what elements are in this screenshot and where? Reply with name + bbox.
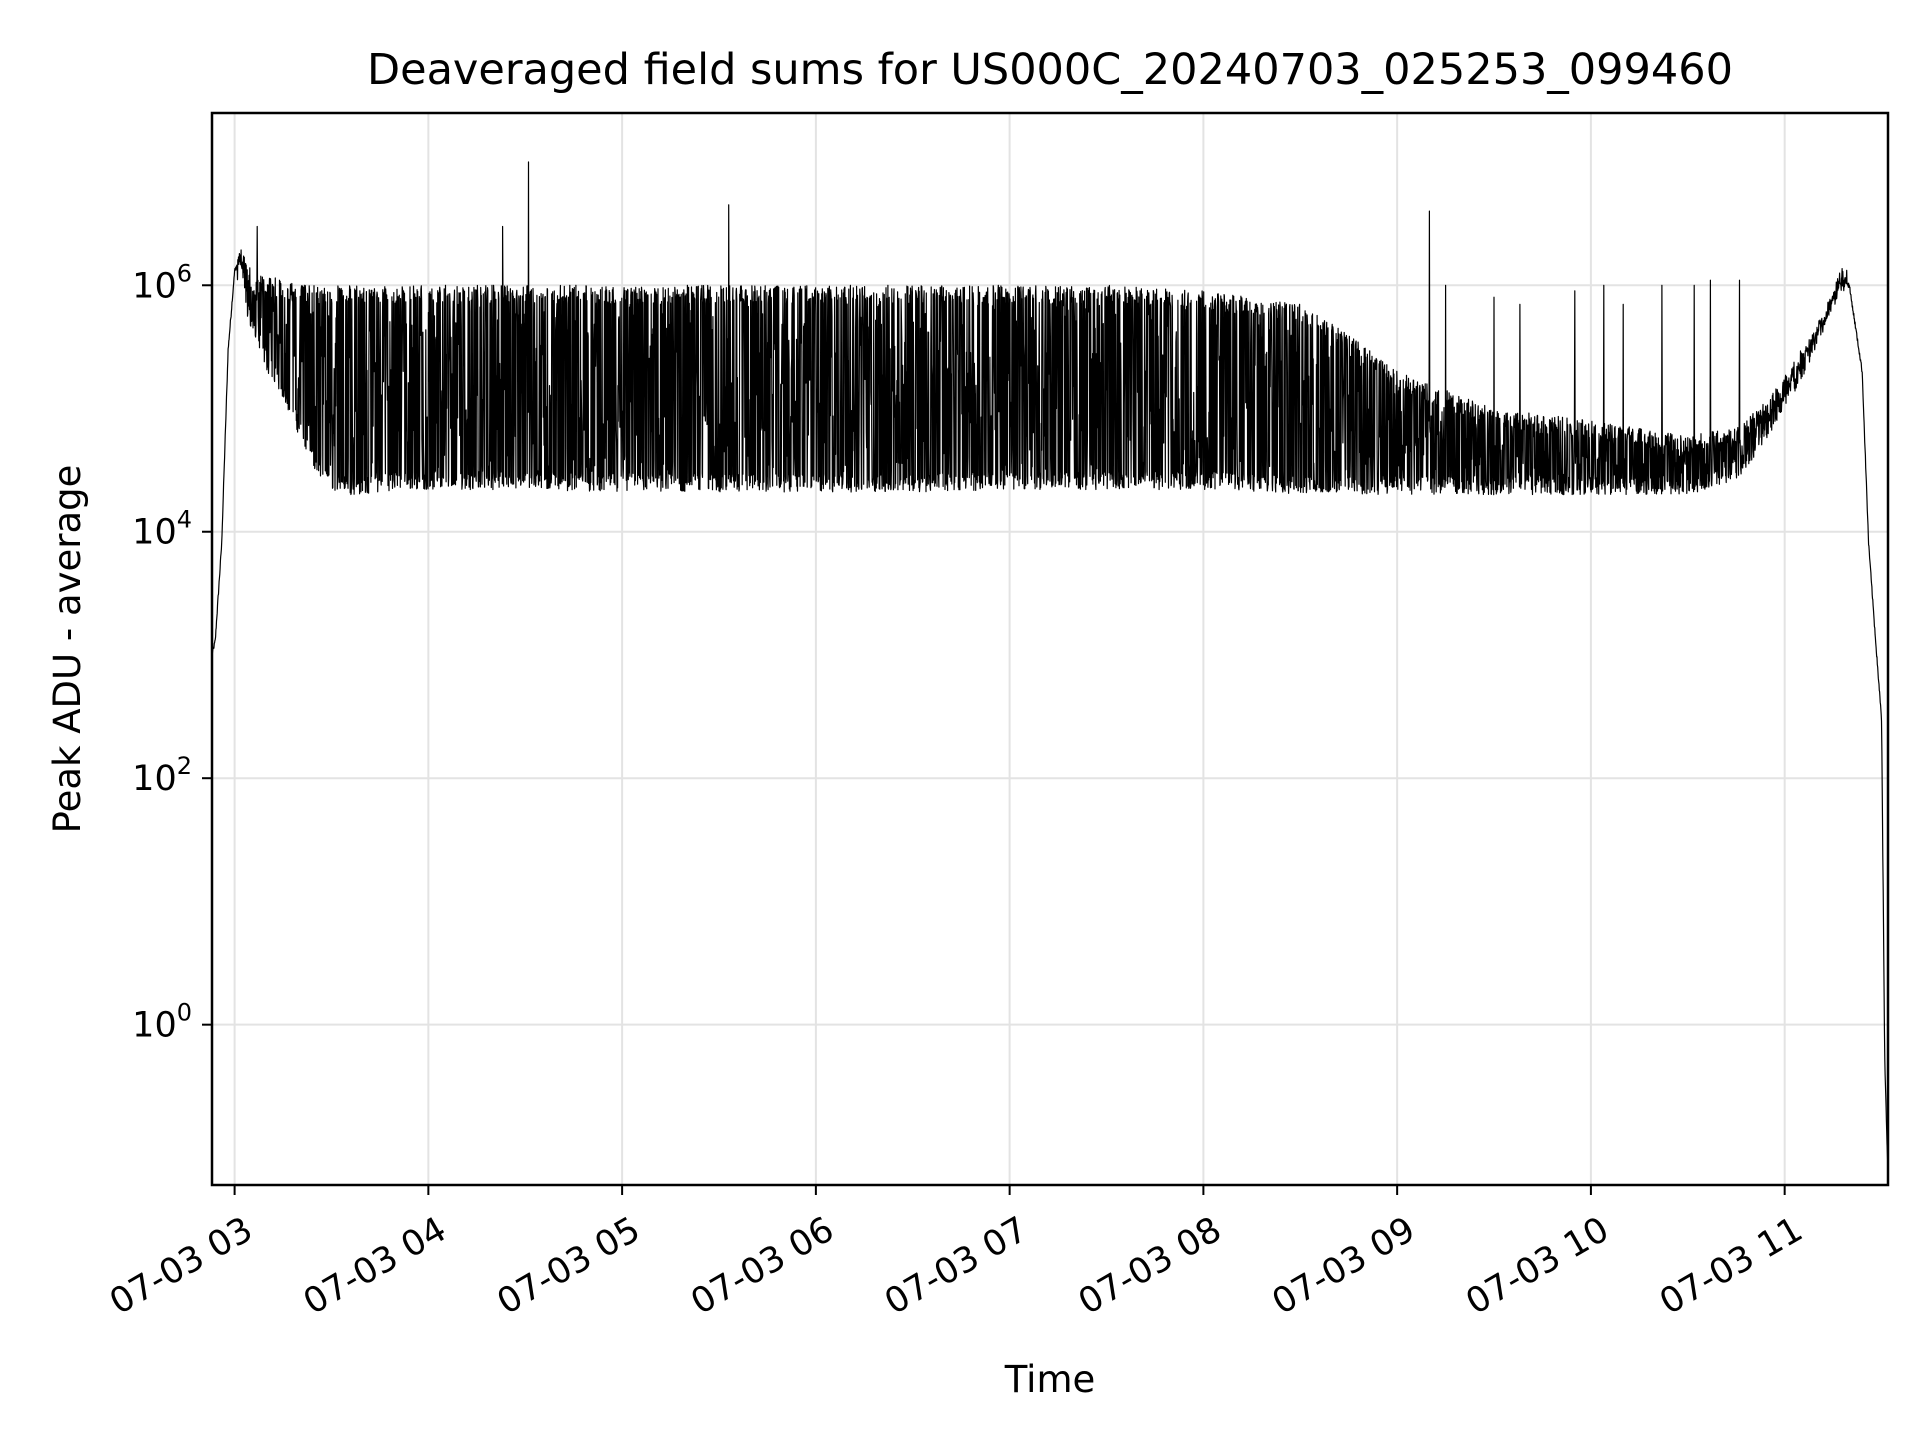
x-axis-label: Time <box>1004 1358 1096 1401</box>
y-tick-label: 102 <box>132 752 192 799</box>
series-layer <box>211 161 1889 1176</box>
y-tick-label: 106 <box>132 259 192 306</box>
plot-frame <box>210 111 1890 1187</box>
series-line <box>211 161 1889 1176</box>
y-axis: 100 102 104 106 <box>132 259 212 1046</box>
y-tick-label: 100 <box>132 999 192 1046</box>
y-axis-label: Peak ADU - average <box>46 465 89 834</box>
y-tick-label: 104 <box>132 506 192 553</box>
chart-title: Deaveraged field sums for US000C_2024070… <box>367 45 1733 95</box>
